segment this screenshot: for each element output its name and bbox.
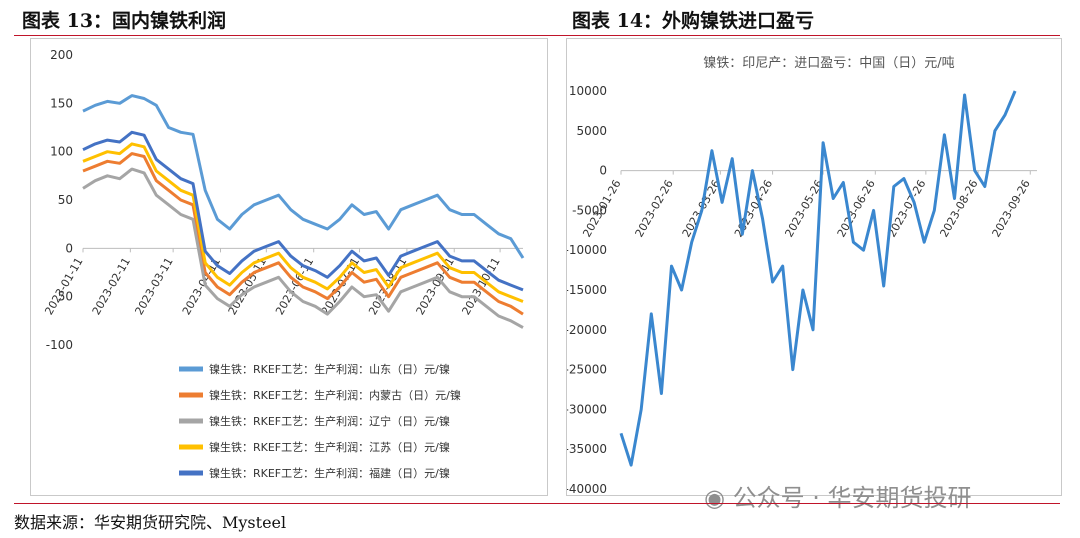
y-tick-label: -25000 — [567, 363, 607, 377]
y-tick-label: 150 — [50, 96, 73, 110]
x-tick-label: 2023-05-11 — [226, 255, 269, 317]
x-tick-label: 2023-08-26 — [937, 178, 980, 240]
y-tick-label: -100 — [46, 338, 73, 352]
y-tick-label: -15000 — [567, 283, 607, 297]
series-line-3 — [82, 167, 524, 329]
y-tick-label: -20000 — [567, 323, 607, 337]
series-line-5 — [82, 130, 524, 292]
bottom-rule — [14, 503, 1060, 504]
y-tick-label: -40000 — [567, 482, 607, 495]
chart-title: 镍铁：印尼产：进口盈亏：中国（日）元/吨 — [703, 56, 954, 71]
x-tick-label: 2023-09-26 — [990, 178, 1033, 240]
legend-label-4: 镍生铁：RKEF工艺：生产利润：江苏（日）元/镍 — [209, 440, 450, 454]
right-figure-title: 图表 14：外购镍铁进口盈亏 — [572, 10, 815, 32]
y-tick-label: 0 — [65, 241, 73, 255]
import-chart-svg: 镍铁：印尼产：进口盈亏：中国（日）元/吨 -40000 -35000 -30000 -2… — [564, 56, 1037, 496]
data-source-note: 数据来源：华安期货研究院、Mysteel — [14, 513, 287, 532]
left-figure-title: 图表 13：国内镍铁利润 — [22, 10, 227, 32]
y-tick-label: -30000 — [567, 402, 607, 416]
y-tick-label: 0 — [599, 164, 607, 178]
x-tick-label: 2023-01-11 — [42, 255, 85, 317]
y-tick-label: 10000 — [569, 84, 607, 98]
x-tick-label: 2023-02-11 — [90, 255, 133, 317]
legend-label-3: 镍生铁：RKEF工艺：生产利润：辽宁（日）元/镍 — [209, 414, 450, 428]
legend-label-2: 镍生铁：RKEF工艺：生产利润：内蒙古（日）元/镍 — [209, 388, 461, 402]
y-tick-label: 50 — [58, 290, 73, 304]
y-tick-label: 5000 — [576, 124, 607, 138]
top-rule — [14, 35, 1060, 36]
x-tick-label: 2023-02-26 — [633, 178, 676, 240]
legend-label-1: 镍生铁：RKEF工艺：生产利润：山东（日）元/镍 — [209, 362, 450, 376]
series-line-1 — [619, 90, 1017, 467]
wechat-icon: ◉ — [704, 484, 725, 512]
y-tick-label: -10000 — [567, 243, 607, 257]
y-tick-label: -5000 — [572, 203, 607, 217]
series-line-2 — [82, 152, 524, 316]
legend-label-5: 镍生铁：RKEF工艺：生产利润：福建（日）元/镍 — [209, 466, 450, 480]
x-tick-label: 2023-03-11 — [133, 255, 176, 317]
y-tick-label: -35000 — [567, 442, 607, 456]
series-line-1 — [82, 94, 525, 259]
series-line-4 — [82, 142, 524, 303]
y-tick-label: 200 — [50, 48, 73, 62]
watermark: ◉ 公众号 · 华安期货投研 — [704, 478, 971, 513]
watermark-text: 公众号 · 华安期货投研 — [732, 484, 972, 512]
nickel-iron-profit-chart: -100 50 0 50 100 150 200 2023-01-11 2023-02-11 20… — [30, 38, 548, 496]
y-tick-label: 50 — [58, 193, 73, 207]
import-profit-chart: 镍铁：印尼产：进口盈亏：中国（日）元/吨 -40000 -35000 -30000 -2… — [564, 38, 1062, 496]
y-tick-label: 100 — [50, 145, 73, 159]
